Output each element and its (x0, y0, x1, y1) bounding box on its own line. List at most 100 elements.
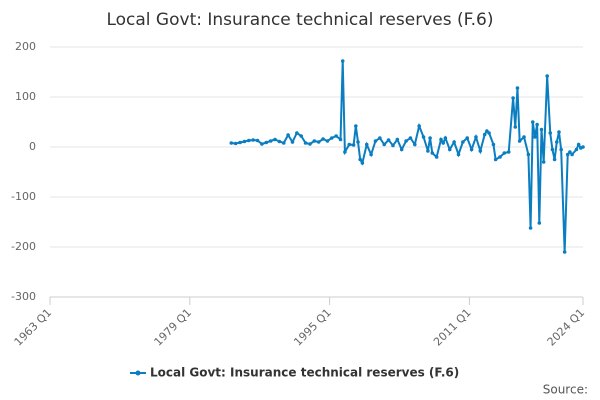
point (338, 137, 343, 142)
point (559, 147, 563, 152)
point (290, 140, 295, 144)
point (443, 136, 448, 140)
point (412, 142, 417, 147)
x-tick-label: 2024 Q1 (545, 306, 588, 349)
series-line (231, 60, 584, 253)
point (321, 137, 325, 141)
point (295, 131, 299, 135)
point (386, 138, 391, 142)
point (554, 140, 559, 144)
y-tick-label: 0 (29, 140, 36, 153)
point (312, 139, 317, 143)
point (334, 134, 338, 138)
point (557, 130, 561, 134)
point (439, 137, 443, 142)
point (535, 122, 539, 127)
point (356, 140, 360, 144)
point (251, 138, 255, 142)
point (273, 137, 277, 142)
point (533, 135, 537, 139)
point (482, 132, 487, 137)
point (325, 139, 330, 143)
legend-label: Local Govt: Insurance technical reserves… (150, 366, 459, 380)
point (506, 150, 511, 154)
legend-marker (135, 370, 141, 376)
point (487, 131, 491, 135)
point (351, 143, 356, 147)
point (461, 140, 465, 144)
point (452, 140, 456, 144)
point (539, 127, 544, 132)
point (417, 124, 421, 128)
point (511, 96, 515, 100)
x-tick-label: 1979 Q1 (152, 306, 195, 349)
point (229, 141, 234, 145)
point (347, 142, 352, 147)
point (308, 142, 312, 146)
point (550, 147, 555, 152)
y-tick-label: -300 (11, 290, 36, 303)
x-tick-label: 1995 Q1 (291, 306, 334, 349)
point (469, 147, 474, 152)
point (260, 142, 264, 146)
point (340, 59, 345, 63)
point (528, 226, 533, 230)
point (513, 125, 518, 129)
point (286, 133, 290, 137)
point (545, 74, 549, 78)
point (378, 136, 382, 140)
point (515, 86, 520, 90)
point (498, 155, 502, 159)
point (576, 142, 581, 147)
point (303, 141, 308, 145)
point (242, 139, 247, 144)
chart-title: Local Govt: Insurance technical reserves… (106, 10, 493, 30)
point (373, 139, 378, 143)
point (493, 157, 498, 162)
point (565, 152, 570, 157)
point (246, 138, 251, 143)
point (548, 131, 553, 135)
point (268, 139, 273, 143)
point (255, 138, 260, 143)
y-tick-label: -100 (11, 190, 36, 203)
point (568, 150, 572, 154)
point (329, 136, 334, 140)
point (343, 150, 347, 154)
point (478, 149, 483, 153)
point (530, 120, 535, 124)
y-tick-label: -200 (11, 240, 36, 253)
point (502, 151, 507, 155)
point (404, 139, 408, 143)
point (264, 140, 269, 145)
point (364, 142, 369, 147)
point (574, 147, 579, 152)
point (447, 147, 452, 152)
point (581, 145, 585, 149)
x-tick-label: 1963 Q1 (12, 306, 55, 349)
point (408, 136, 413, 140)
point (399, 147, 404, 152)
point (316, 140, 321, 144)
point (238, 140, 242, 145)
x-tick-label: 2011 Q1 (431, 306, 474, 349)
point (526, 152, 531, 157)
point (421, 135, 426, 139)
point (360, 161, 365, 165)
point (277, 139, 282, 144)
point (474, 135, 478, 139)
point (541, 160, 546, 164)
y-tick-label: 100 (15, 90, 36, 103)
source: Source: (543, 383, 588, 397)
point (391, 143, 395, 148)
point (537, 221, 542, 225)
point (354, 124, 358, 128)
point (570, 152, 574, 157)
point (426, 149, 430, 153)
point (465, 136, 470, 140)
point (382, 142, 387, 147)
point (369, 152, 373, 157)
point (281, 141, 286, 145)
